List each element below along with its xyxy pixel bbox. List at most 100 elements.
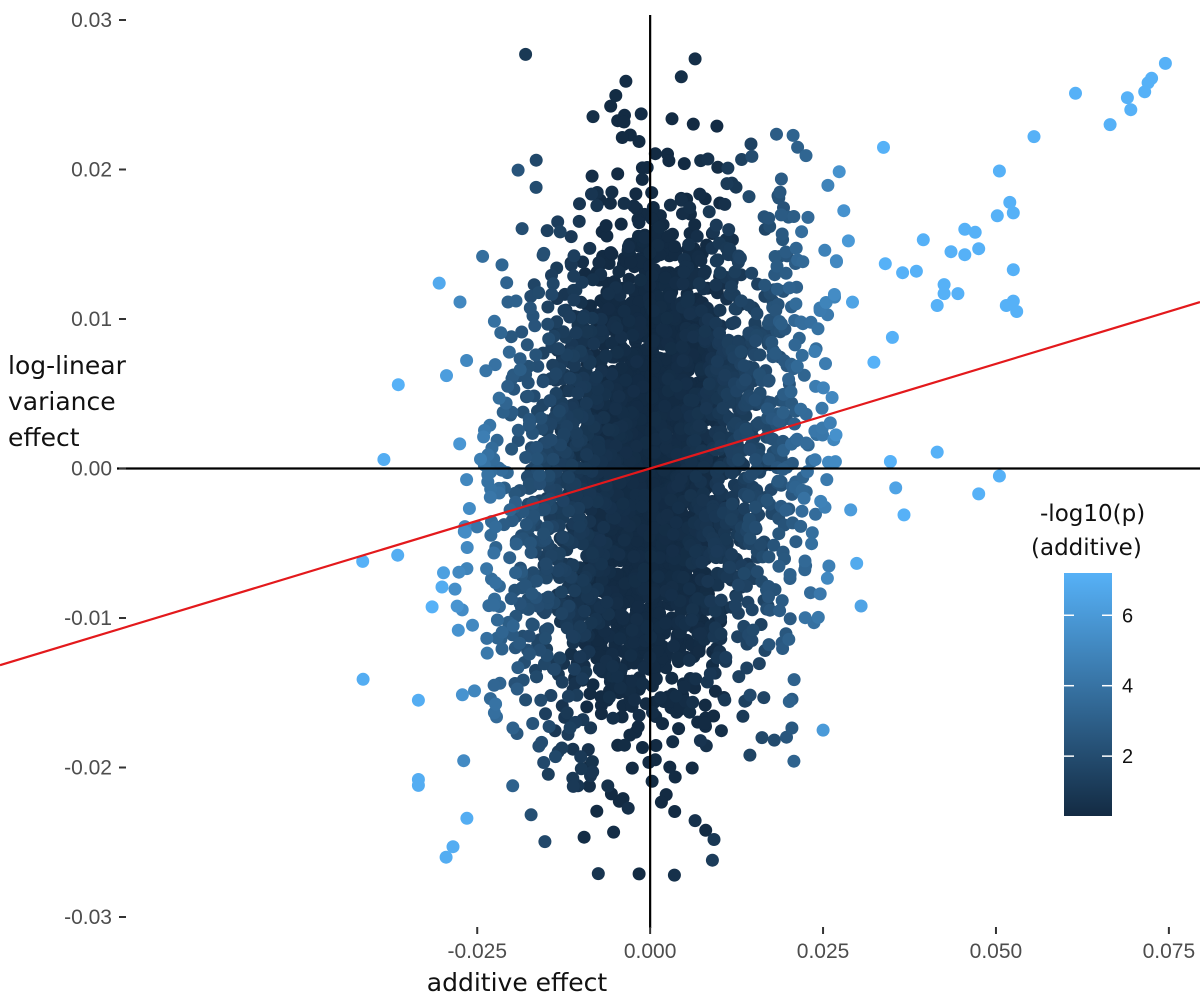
data-point xyxy=(783,612,797,626)
data-point xyxy=(804,586,817,600)
data-point xyxy=(608,511,622,525)
data-point xyxy=(701,574,715,588)
data-point xyxy=(800,465,814,479)
data-point xyxy=(543,394,557,408)
data-point xyxy=(749,334,763,348)
data-point xyxy=(590,392,604,406)
data-point xyxy=(619,446,633,460)
data-point xyxy=(617,115,631,129)
data-point xyxy=(611,167,625,181)
data-point xyxy=(798,554,812,568)
data-point xyxy=(837,204,851,218)
data-point xyxy=(618,738,631,752)
data-point-outlier xyxy=(1138,85,1152,99)
data-point xyxy=(710,355,724,368)
data-point xyxy=(692,419,706,433)
data-point xyxy=(537,246,551,260)
data-point xyxy=(769,304,783,317)
data-point xyxy=(530,574,544,588)
data-point xyxy=(640,161,654,174)
data-point xyxy=(633,315,647,329)
data-point xyxy=(697,460,711,474)
data-point xyxy=(775,594,789,608)
data-point xyxy=(630,439,644,453)
data-point xyxy=(578,604,591,618)
data-point-outlier xyxy=(1069,86,1082,100)
data-point xyxy=(509,566,523,580)
data-point xyxy=(544,433,558,447)
data-point xyxy=(637,661,651,675)
data-point xyxy=(590,370,603,384)
data-point xyxy=(660,508,674,522)
data-point xyxy=(815,401,829,415)
data-point xyxy=(748,393,762,407)
data-point xyxy=(489,697,503,711)
data-point xyxy=(808,453,822,467)
data-point-outlier xyxy=(1006,206,1020,220)
data-point xyxy=(665,671,679,685)
data-point xyxy=(762,550,776,564)
data-point xyxy=(594,323,608,337)
data-point xyxy=(736,709,750,723)
data-point xyxy=(629,187,643,201)
data-point xyxy=(750,307,764,321)
data-point xyxy=(772,559,786,573)
data-point xyxy=(604,99,618,113)
data-point xyxy=(503,551,517,565)
data-point xyxy=(819,357,832,371)
data-point xyxy=(630,355,644,369)
data-point xyxy=(556,494,570,508)
data-point xyxy=(599,349,613,363)
data-point xyxy=(625,674,639,688)
data-point xyxy=(748,520,762,534)
data-point xyxy=(622,281,636,295)
data-point xyxy=(523,536,537,550)
data-point xyxy=(575,537,589,551)
data-point xyxy=(647,304,660,318)
data-point xyxy=(567,662,581,676)
legend-ticks: 2 4 6 xyxy=(1064,605,1133,768)
data-point xyxy=(710,119,724,133)
data-point xyxy=(711,160,725,174)
data-point xyxy=(563,721,577,735)
data-point-outlier xyxy=(411,778,425,792)
data-point xyxy=(745,634,759,647)
data-point xyxy=(614,217,628,231)
data-point xyxy=(718,693,732,707)
data-point xyxy=(753,348,767,362)
data-point xyxy=(722,223,736,237)
data-point xyxy=(665,112,679,126)
data-point xyxy=(685,761,699,775)
data-point xyxy=(684,455,698,469)
data-point xyxy=(782,632,796,646)
data-point xyxy=(689,672,703,686)
data-point xyxy=(539,707,552,721)
data-point xyxy=(663,290,677,304)
data-point xyxy=(682,653,696,667)
data-point xyxy=(659,616,673,630)
data-point xyxy=(703,667,717,681)
data-point xyxy=(524,546,538,559)
data-point xyxy=(779,245,793,259)
data-point xyxy=(606,659,620,673)
data-point xyxy=(616,497,630,511)
data-point xyxy=(590,199,604,213)
data-point-outlier xyxy=(909,264,923,278)
data-point-outlier xyxy=(958,248,972,262)
data-point xyxy=(542,332,556,346)
data-point xyxy=(763,603,777,617)
data-point xyxy=(749,453,763,467)
data-point xyxy=(632,867,646,881)
data-point xyxy=(696,493,710,507)
data-point xyxy=(525,587,539,601)
data-point xyxy=(648,446,662,459)
data-point xyxy=(625,623,639,637)
data-point xyxy=(515,325,529,339)
data-point xyxy=(897,508,911,522)
data-point xyxy=(681,294,695,307)
data-point xyxy=(625,761,639,775)
data-point-outlier xyxy=(1010,305,1024,318)
data-point xyxy=(652,220,666,234)
data-point xyxy=(654,691,667,705)
data-point xyxy=(744,137,758,151)
